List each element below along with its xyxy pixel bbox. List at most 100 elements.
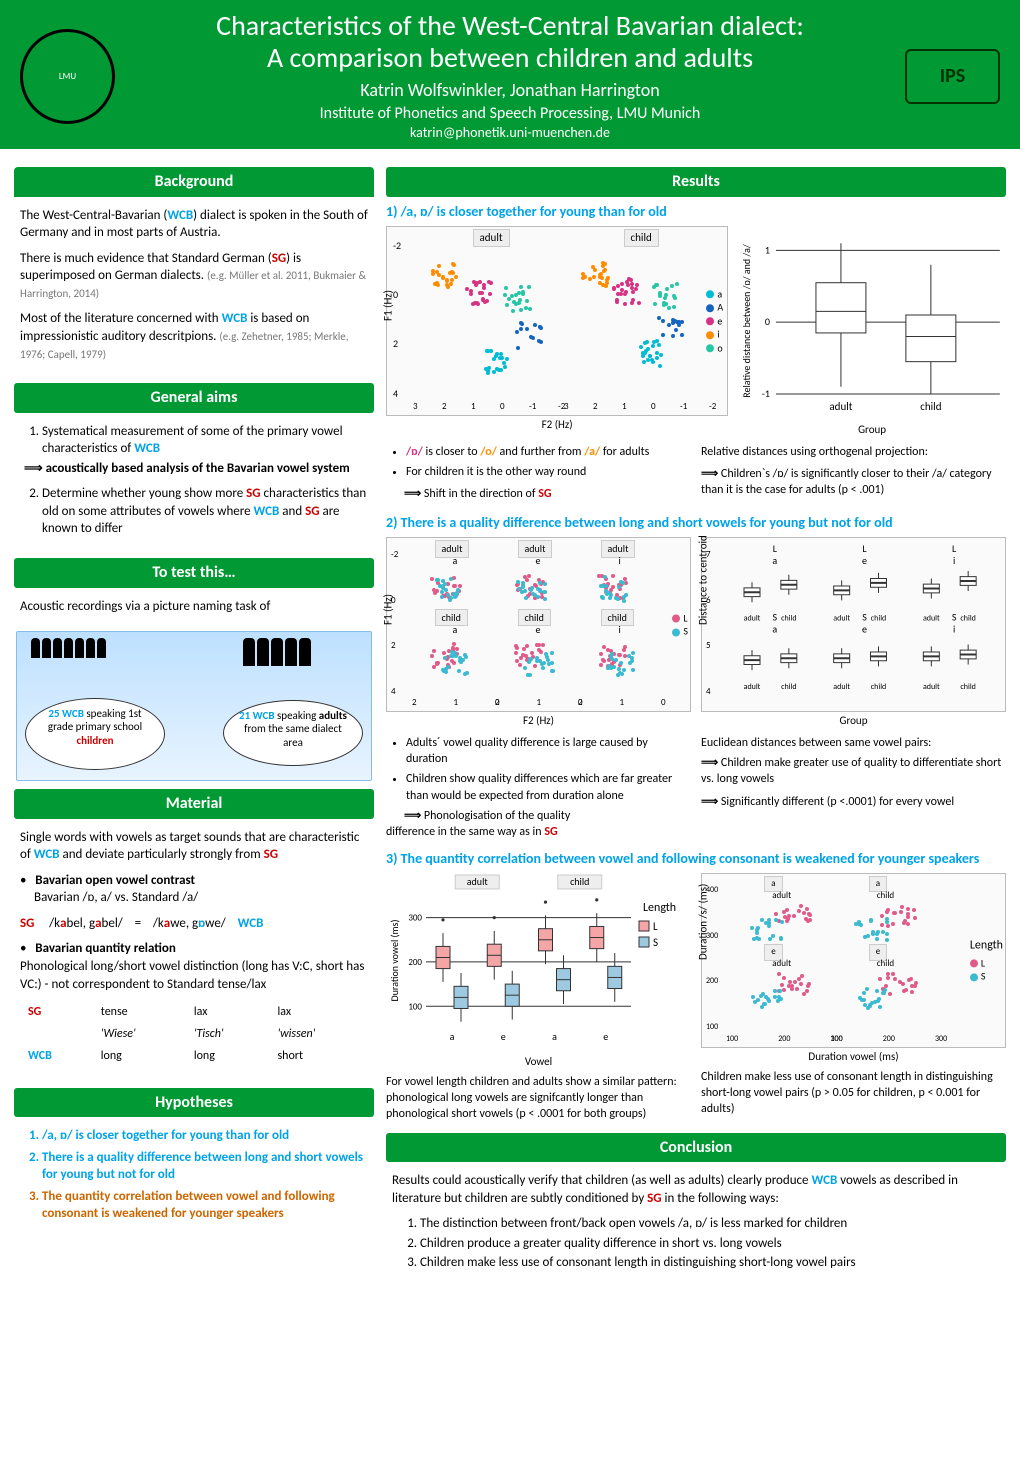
test-body: Acoustic recordings via a picture naming… bbox=[14, 594, 374, 628]
result-1-figs: F1 (Hz)adultchild-20243210-1-23210-1-2aA… bbox=[386, 226, 1006, 438]
bg-p1: The West-Central-Bavarian (WCB) dialect … bbox=[20, 207, 368, 242]
svg-text:100: 100 bbox=[408, 1001, 422, 1012]
r1-left-notes: /ɒ/ is closer to /o/ and further from /a… bbox=[386, 444, 691, 503]
svg-text:a: a bbox=[772, 554, 777, 567]
material-h2: • Bavarian quantity relationPhonological… bbox=[20, 940, 368, 993]
bubble-children: 25 WCB speaking 1st grade primary school… bbox=[25, 698, 165, 770]
svg-text:adult: adult bbox=[833, 682, 850, 692]
svg-text:a: a bbox=[772, 623, 777, 636]
svg-text:Duration vowel (ms): Duration vowel (ms) bbox=[388, 920, 401, 1002]
axis-x: Group bbox=[738, 423, 1006, 438]
sg-abbr: SG bbox=[272, 251, 286, 266]
conclusion-intro: Results could acoustically verify that c… bbox=[392, 1172, 1000, 1207]
wcb-abbr: WCB bbox=[167, 208, 193, 223]
result-2-figs: F1 (Hz)adultaadulteadultichildachildechi… bbox=[386, 537, 1006, 729]
test-intro: Acoustic recordings via a picture naming… bbox=[20, 598, 368, 616]
svg-text:L: L bbox=[653, 920, 658, 933]
table-row: WCBlonglongshort bbox=[20, 1045, 368, 1067]
svg-text:S: S bbox=[653, 936, 658, 949]
svg-text:e: e bbox=[862, 554, 867, 567]
svg-text:Relative distance between /ɒ/: Relative distance between /ɒ/ and /a/ bbox=[740, 244, 753, 398]
conclusion-item: Children produce a greater quality diffe… bbox=[420, 1235, 1000, 1253]
svg-text:a: a bbox=[552, 1030, 557, 1043]
svg-text:i: i bbox=[953, 623, 955, 636]
r2-right-p1: Euclidean distances between same vowel p… bbox=[701, 735, 1006, 751]
institute: Institute of Phonetics and Speech Proces… bbox=[115, 103, 905, 125]
r3-scatter-chart: Duration /s/ (ms)aadultachildeadultechil… bbox=[701, 873, 1006, 1048]
r2-bullet-1: Adults´ vowel quality difference is larg… bbox=[406, 735, 691, 767]
svg-text:adult: adult bbox=[923, 614, 940, 624]
svg-text:child: child bbox=[570, 875, 589, 888]
result-2-notes: Adults´ vowel quality difference is larg… bbox=[386, 735, 1006, 840]
svg-text:child: child bbox=[960, 614, 975, 624]
conclusion-body: Results could acoustically verify that c… bbox=[386, 1168, 1006, 1278]
hypotheses-list: /a, ɒ/ is closer together for young than… bbox=[20, 1127, 368, 1223]
material-h1: • Bavarian open vowel contrastBavarian /… bbox=[20, 872, 368, 907]
svg-text:0: 0 bbox=[765, 315, 770, 328]
section-title-hypotheses: Hypotheses bbox=[14, 1088, 374, 1118]
aim-2: Determine whether young show more SG cha… bbox=[42, 485, 368, 538]
svg-text:300: 300 bbox=[408, 913, 422, 924]
svg-text:adult: adult bbox=[467, 875, 489, 888]
svg-text:Length: Length bbox=[643, 901, 676, 915]
result-3-title: 3) The quantity correlation between vowe… bbox=[386, 850, 1006, 869]
result-1-notes: /ɒ/ is closer to /o/ and further from /a… bbox=[386, 444, 1006, 503]
svg-text:adult: adult bbox=[744, 614, 761, 624]
svg-text:a: a bbox=[450, 1030, 455, 1043]
r1-bullet-2: For children it is the other way round bbox=[406, 464, 691, 480]
adults-silhouettes bbox=[243, 638, 311, 666]
aims-body: Systematical measurement of some of the … bbox=[14, 419, 374, 550]
email: katrin@phonetik.uni-muenchen.de bbox=[115, 124, 905, 143]
r2-bullet-2: Children show quality differences which … bbox=[406, 771, 691, 803]
hyp-1: /a, ɒ/ is closer together for young than… bbox=[42, 1127, 368, 1145]
svg-text:child: child bbox=[920, 400, 941, 413]
section-title-material: Material bbox=[14, 789, 374, 819]
r3-box-col: Duration vowel (ms) 100 200 300 adult a e child… bbox=[386, 873, 691, 1123]
axis-x: Group bbox=[701, 714, 1006, 729]
aims-list: Systematical measurement of some of the … bbox=[20, 423, 368, 538]
r3-boxplot: Duration vowel (ms) 100 200 300 adult a e child… bbox=[386, 873, 691, 1048]
axis-x: F2 (Hz) bbox=[386, 714, 691, 729]
r2-scatter-col: F1 (Hz)adultaadulteadultichildachildechi… bbox=[386, 537, 691, 729]
r1-right-p1: Relative distances using orthogenal proj… bbox=[701, 444, 1006, 460]
axis-x: F2 (Hz) bbox=[386, 418, 728, 433]
r1-right-arrow: Children`s /ɒ/ is significantly closer t… bbox=[701, 466, 1006, 498]
background-body: The West-Central-Bavarian (WCB) dialect … bbox=[14, 203, 374, 375]
material-table: SGtenselaxlax 'Wiese''Tisch''wissen' WCB… bbox=[20, 1001, 368, 1068]
svg-text:i: i bbox=[953, 554, 955, 567]
title-line-1: Characteristics of the West-Central Bava… bbox=[216, 8, 804, 43]
conclusion-item: The distinction between front/back open … bbox=[420, 1215, 1000, 1233]
section-title-test: To test this… bbox=[14, 558, 374, 588]
material-intro: Single words with vowels as target sound… bbox=[20, 829, 368, 864]
poster-header: LMU Characteristics of the West-Central … bbox=[0, 0, 1020, 149]
right-column: Results 1) /a, ɒ/ is closer together for… bbox=[386, 159, 1006, 1278]
svg-text:e: e bbox=[603, 1030, 608, 1043]
result-1-title: 1) /a, ɒ/ is closer together for young t… bbox=[386, 203, 1006, 222]
r1-scatter-chart: F1 (Hz)adultchild-20243210-1-23210-1-2aA… bbox=[386, 226, 728, 416]
svg-text:e: e bbox=[862, 623, 867, 636]
r1-scatter-col: F1 (Hz)adultchild-20243210-1-23210-1-2aA… bbox=[386, 226, 728, 433]
table-row: SGtenselaxlax bbox=[20, 1001, 368, 1023]
axis-x: Vowel bbox=[386, 1055, 691, 1070]
r1-right-notes: Relative distances using orthogenal proj… bbox=[701, 444, 1006, 499]
title-line-2: A comparison between children and adults bbox=[267, 40, 753, 75]
wcb-abbr: WCB bbox=[222, 311, 248, 326]
r2-right-a1: Children make greater use of quality to … bbox=[701, 755, 1006, 787]
svg-text:adult: adult bbox=[923, 682, 940, 692]
result-3-figs: Duration vowel (ms) 100 200 300 adult a e child… bbox=[386, 873, 1006, 1123]
conclusion-item: Children make less use of consonant leng… bbox=[420, 1254, 1000, 1272]
svg-text:adult: adult bbox=[744, 682, 761, 692]
participants-infographic: 25 WCB speaking 1st grade primary school… bbox=[16, 631, 372, 781]
svg-text:200: 200 bbox=[408, 957, 422, 968]
authors: Katrin Wolfswinkler, Jonathan Harrington bbox=[115, 78, 905, 102]
seal-text: LMU bbox=[59, 71, 76, 83]
logo-text: IPS bbox=[940, 63, 965, 90]
r2-scatter-chart: F1 (Hz)adultaadulteadultichildachildechi… bbox=[386, 537, 691, 712]
left-column: Background The West-Central-Bavarian (WC… bbox=[14, 159, 374, 1278]
svg-text:child: child bbox=[871, 614, 886, 624]
material-body: Single words with vowels as target sound… bbox=[14, 825, 374, 1080]
bg-p2: There is much evidence that Standard Ger… bbox=[20, 250, 368, 303]
svg-text:adult: adult bbox=[830, 400, 853, 413]
result-2-title: 2) There is a quality difference between… bbox=[386, 514, 1006, 533]
section-title-aims: General aims bbox=[14, 383, 374, 413]
